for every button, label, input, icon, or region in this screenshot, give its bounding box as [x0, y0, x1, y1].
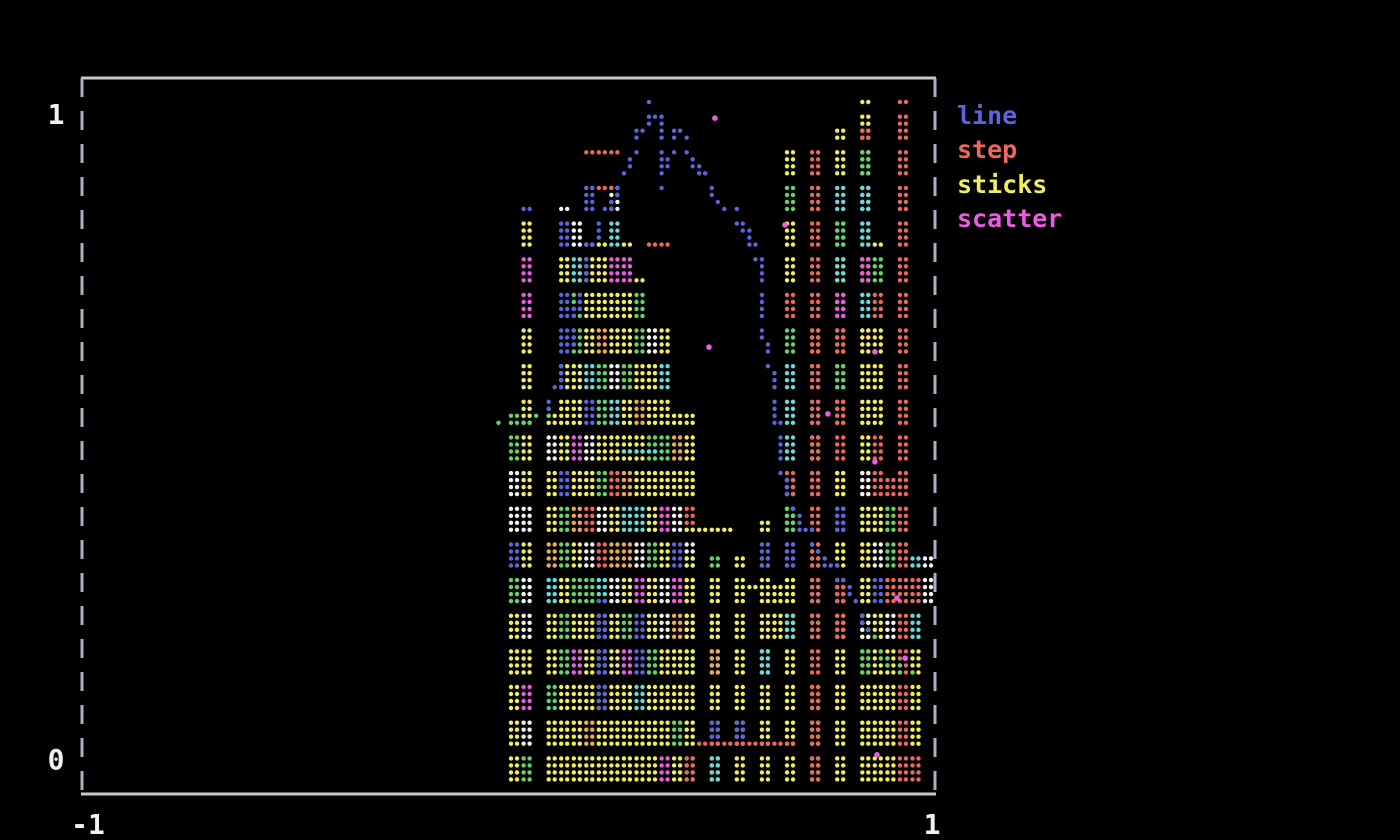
x-axis-tick-right: 1 [923, 808, 941, 840]
x-axis-tick-left: -1 [71, 808, 105, 840]
y-axis-tick-top: 1 [47, 98, 65, 131]
legend: line step sticks scatter [957, 99, 1062, 237]
legend-item-sticks: sticks [957, 169, 1048, 199]
legend-item-line: line [957, 101, 1018, 130]
legend-item-scatter: scatter [957, 204, 1063, 234]
y-axis-tick-bottom: 0 [47, 743, 65, 776]
legend-item-step: step [957, 135, 1018, 165]
